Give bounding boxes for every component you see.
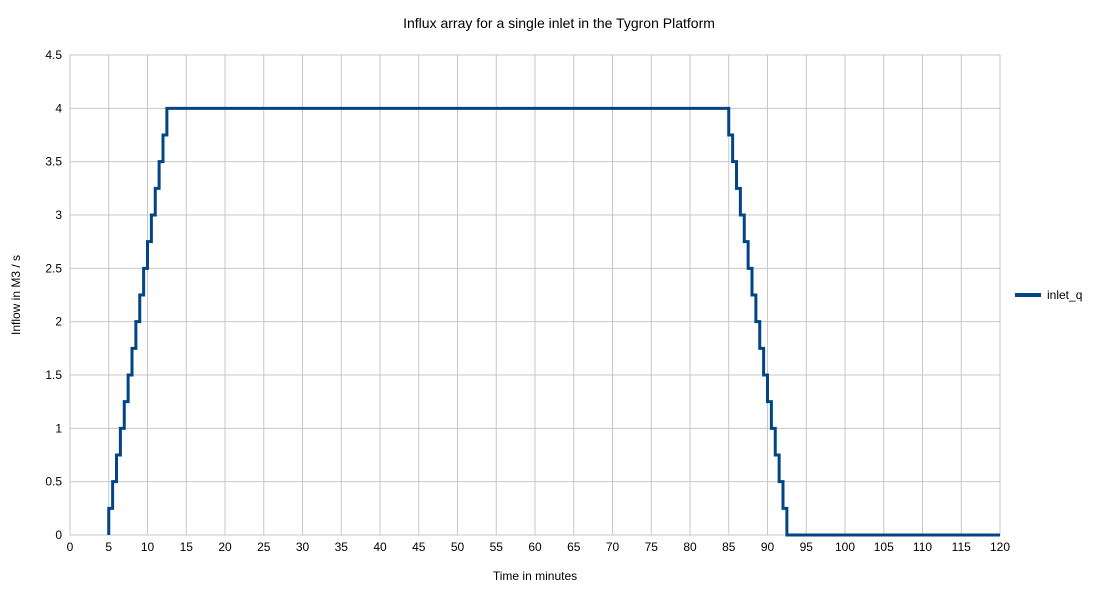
x-tick-label: 75 xyxy=(645,540,659,554)
x-tick-label: 30 xyxy=(296,540,310,554)
x-tick-label: 5 xyxy=(105,540,112,554)
x-tick-label: 40 xyxy=(373,540,387,554)
y-tick-label: 3 xyxy=(55,208,62,222)
y-tick-label: 0 xyxy=(55,528,62,542)
x-tick-label: 50 xyxy=(451,540,465,554)
x-tick-label: 25 xyxy=(257,540,271,554)
y-tick-label: 1.5 xyxy=(45,368,62,382)
x-tick-label: 90 xyxy=(761,540,775,554)
x-tick-label: 35 xyxy=(335,540,349,554)
x-tick-label: 55 xyxy=(490,540,504,554)
legend-label: inlet_q xyxy=(1047,288,1082,302)
x-tick-label: 120 xyxy=(990,540,1010,554)
y-tick-label: 3.5 xyxy=(45,155,62,169)
x-tick-label: 65 xyxy=(567,540,581,554)
y-tick-label: 1 xyxy=(55,421,62,435)
y-tick-label: 4 xyxy=(55,101,62,115)
chart-container: 0510152025303540455055606570758085909510… xyxy=(0,0,1118,610)
x-tick-label: 15 xyxy=(180,540,194,554)
x-tick-label: 20 xyxy=(218,540,232,554)
x-tick-label: 85 xyxy=(722,540,736,554)
x-tick-label: 105 xyxy=(874,540,894,554)
x-tick-label: 60 xyxy=(528,540,542,554)
y-tick-label: 2.5 xyxy=(45,261,62,275)
y-tick-label: 2 xyxy=(55,315,62,329)
y-tick-label: 0.5 xyxy=(45,475,62,489)
x-tick-label: 70 xyxy=(606,540,620,554)
x-tick-label: 10 xyxy=(141,540,155,554)
chart-title: Influx array for a single inlet in the T… xyxy=(403,15,715,31)
y-axis-label: Inflow in M3 / s xyxy=(9,255,23,335)
x-axis-label: Time in minutes xyxy=(493,569,577,583)
x-tick-label: 80 xyxy=(683,540,697,554)
x-tick-label: 110 xyxy=(913,540,932,554)
x-tick-label: 115 xyxy=(952,540,971,554)
y-tick-label: 4.5 xyxy=(45,48,62,62)
x-tick-label: 0 xyxy=(67,540,74,554)
x-tick-label: 45 xyxy=(412,540,426,554)
x-tick-label: 95 xyxy=(800,540,814,554)
influx-chart: 0510152025303540455055606570758085909510… xyxy=(0,0,1118,610)
x-tick-label: 100 xyxy=(835,540,855,554)
